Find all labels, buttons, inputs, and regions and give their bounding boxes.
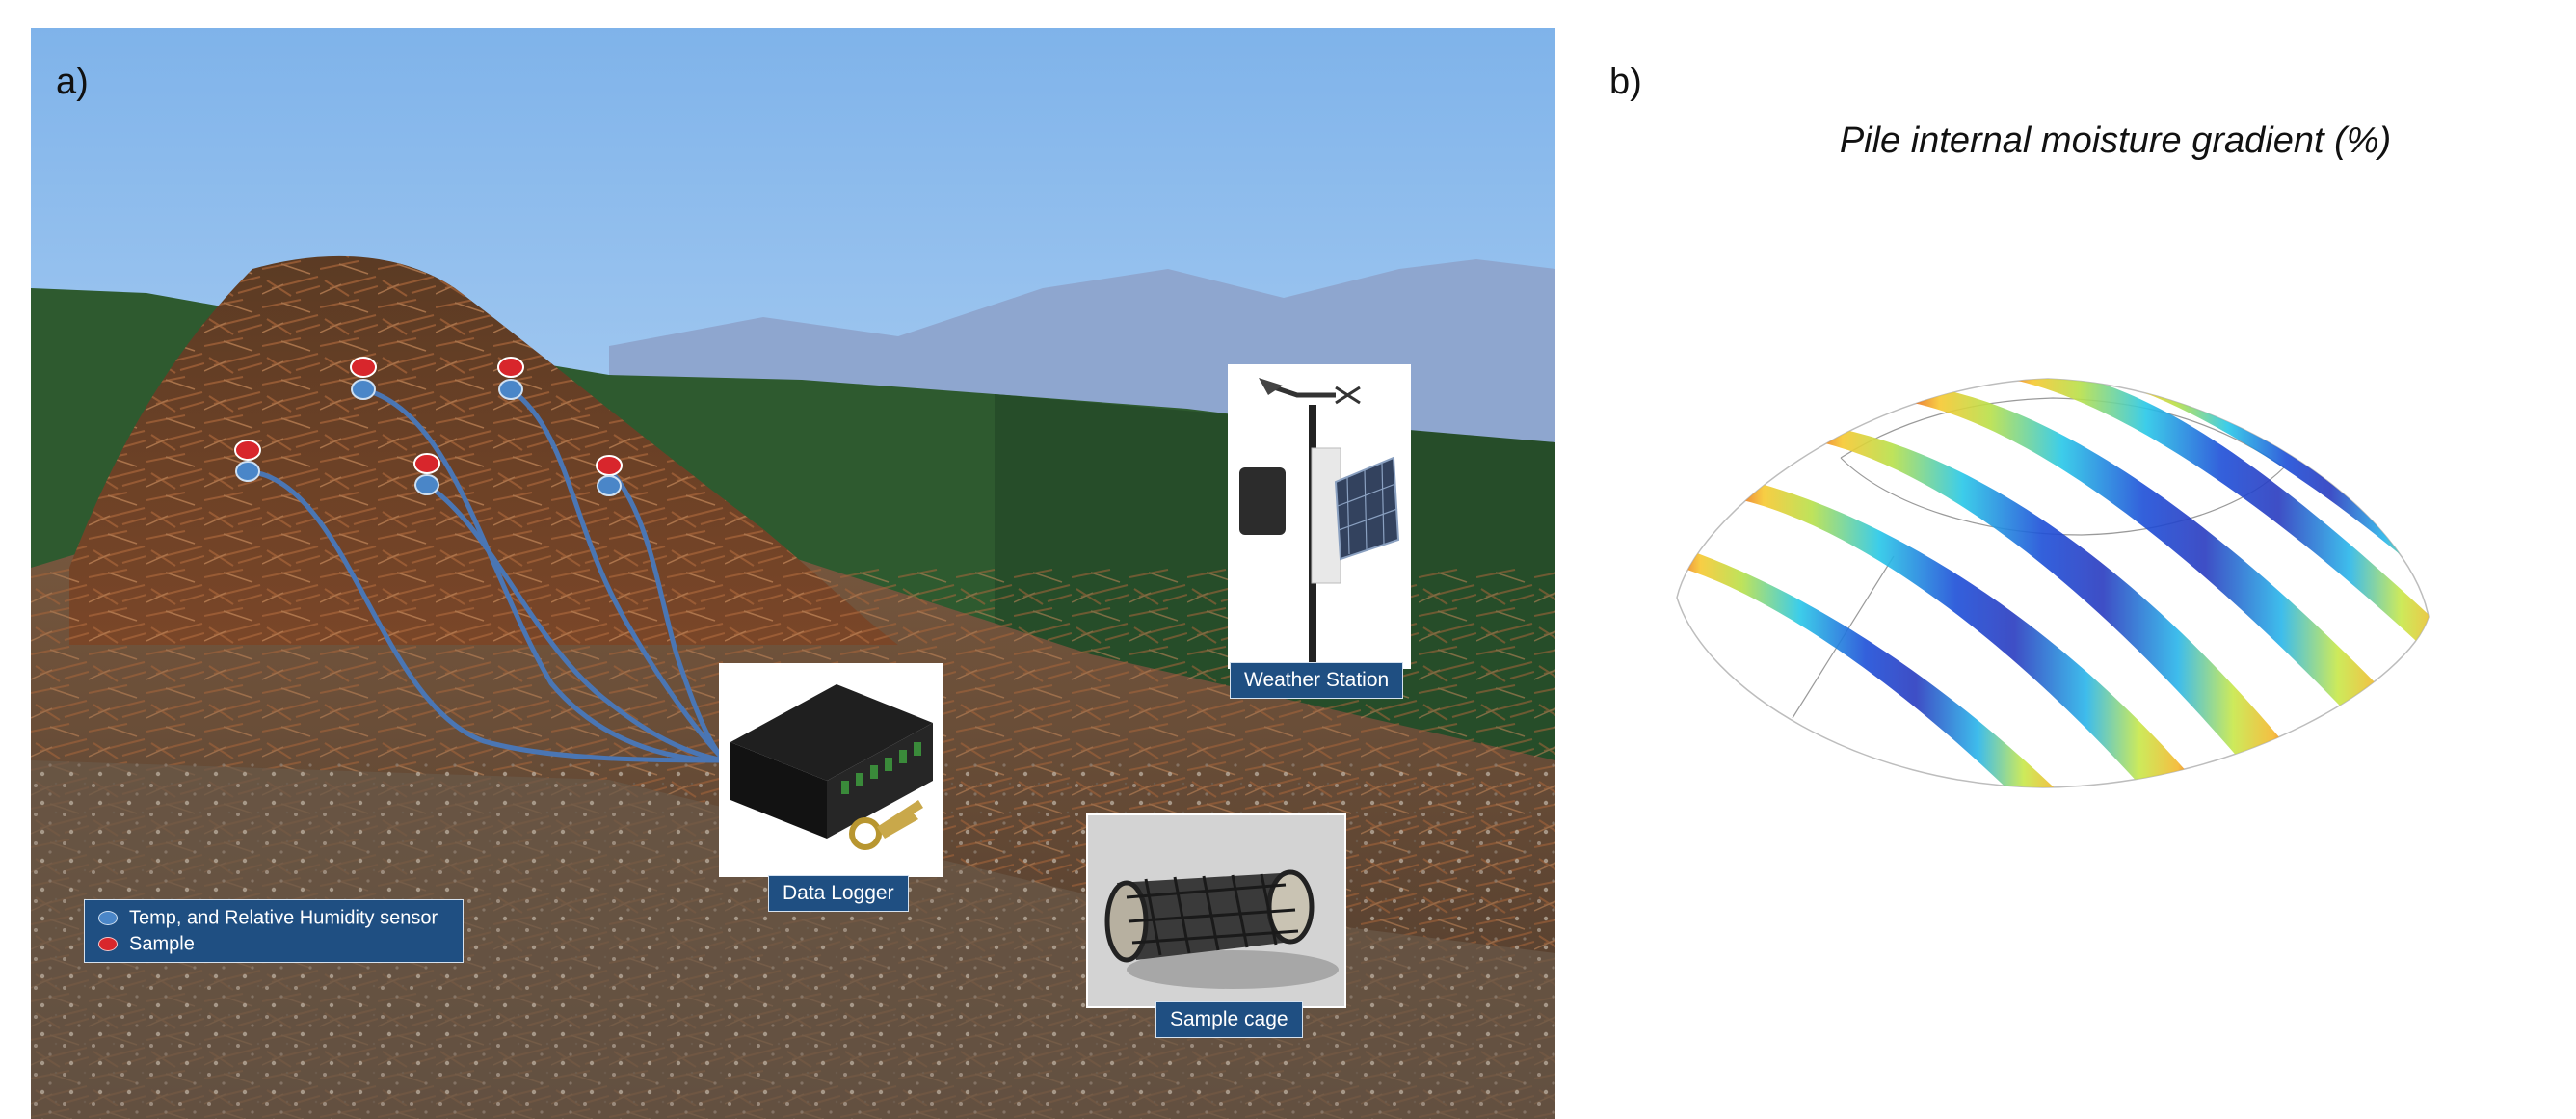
- chart-title: Pile internal moisture gradient (%): [1839, 120, 2392, 161]
- legend-label: Sample: [129, 933, 195, 955]
- weather-station-image: [1228, 364, 1411, 669]
- panel-a-label: a): [56, 62, 89, 102]
- sample-marker: [413, 453, 440, 474]
- panel-b-label: b): [1609, 62, 1642, 102]
- data-logger-image: [719, 663, 943, 877]
- weather-station-label: Weather Station: [1230, 662, 1404, 699]
- sensor-cables: [245, 386, 728, 763]
- sample-swatch: [98, 937, 118, 952]
- legend-item-sensor: Temp, and Relative Humidity sensor: [98, 905, 438, 930]
- legend: Temp, and Relative Humidity sensor Sampl…: [84, 899, 464, 963]
- sample-marker: [497, 357, 524, 378]
- sensor-marker: [414, 474, 439, 495]
- sensor-markers: [235, 379, 622, 496]
- sample-marker: [234, 440, 261, 461]
- moisture-gradient-3d-plot: [1667, 371, 2438, 810]
- sensor-swatch: [98, 911, 118, 926]
- sensor-marker: [235, 461, 260, 482]
- sample-marker: [350, 357, 377, 378]
- sample-marker: [596, 455, 623, 476]
- legend-label: Temp, and Relative Humidity sensor: [129, 907, 438, 929]
- sensor-marker: [597, 475, 622, 496]
- sample-cage-label: Sample cage: [1155, 1001, 1303, 1038]
- sample-cage-image: [1086, 813, 1346, 1008]
- legend-item-sample: Sample: [98, 931, 195, 956]
- sensor-marker: [498, 379, 523, 400]
- moisture-slices: [1677, 379, 2429, 787]
- sensor-marker: [351, 379, 376, 400]
- data-logger-label: Data Logger: [768, 875, 909, 912]
